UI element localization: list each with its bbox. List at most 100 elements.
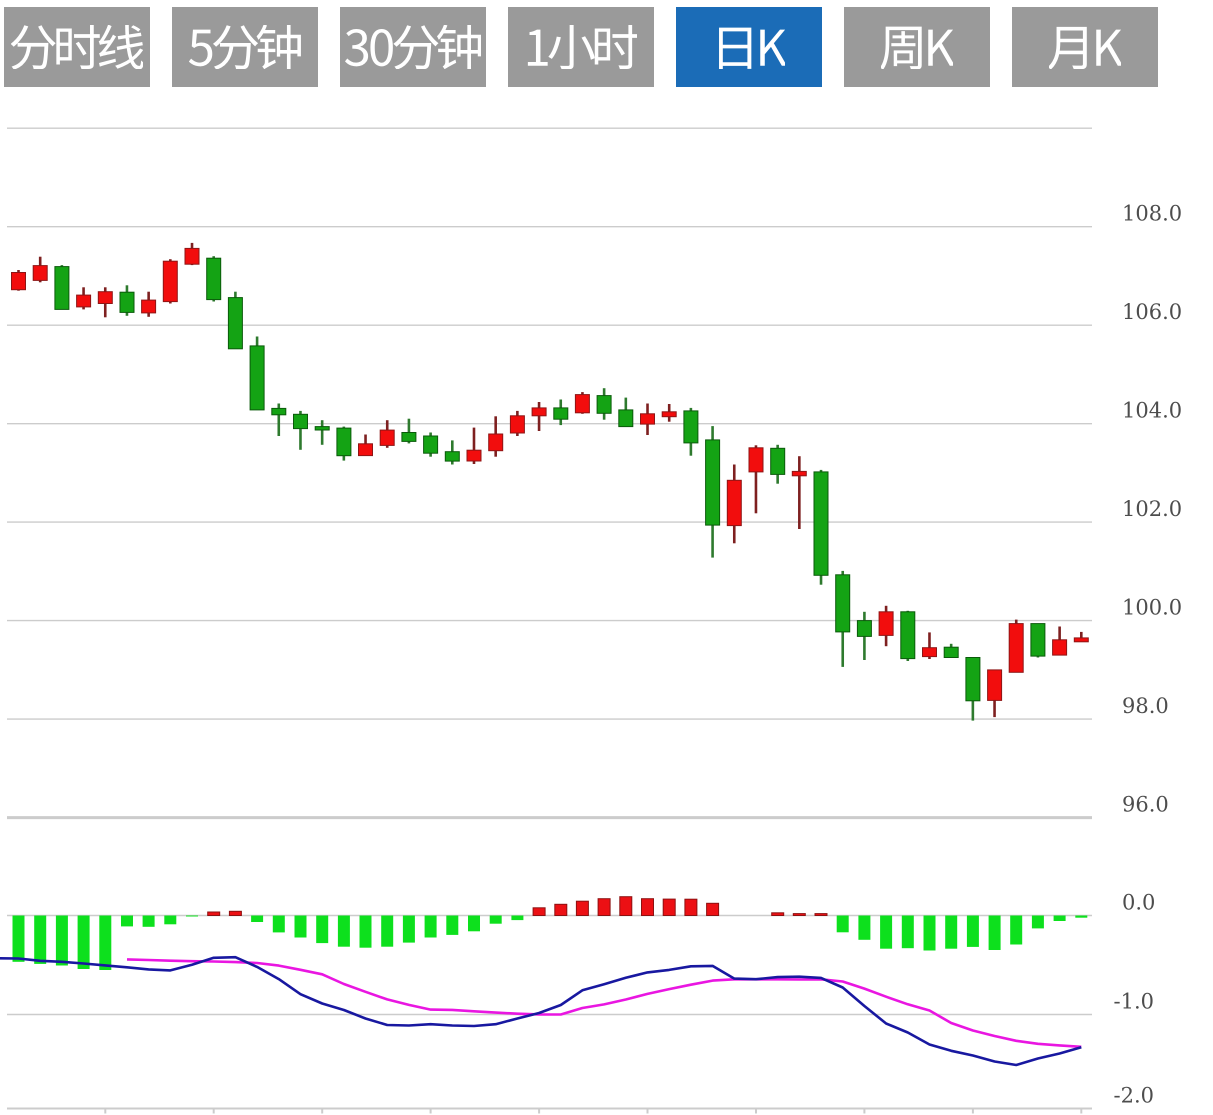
candle-body <box>271 407 287 416</box>
candle-body <box>683 410 699 444</box>
candle <box>509 410 525 436</box>
candle-body <box>1030 623 1046 657</box>
tab-timeshare[interactable] <box>4 7 150 87</box>
macd-bar-down <box>337 915 350 947</box>
candle-body <box>813 471 829 576</box>
candle-body <box>1073 637 1089 643</box>
candle-body <box>488 433 504 452</box>
macd-bar-down <box>359 915 372 948</box>
macd-bar-down <box>836 915 849 933</box>
macd-bar-up <box>641 898 654 917</box>
macd-bar-down <box>424 915 437 938</box>
candle <box>444 440 460 465</box>
candle <box>358 434 373 457</box>
candle <box>856 611 872 660</box>
macd-bar-down <box>923 915 936 951</box>
candle-body <box>141 299 157 314</box>
macd-bar-up <box>619 896 633 917</box>
candle <box>1073 631 1089 643</box>
candle <box>813 469 829 585</box>
candle <box>878 605 894 647</box>
kline-chart: 108.0 106.0 104.0 102.0 100.0 98.0 96.0 0.0 -1.0… <box>0 127 1182 1114</box>
macd-dif-line <box>0 955 1082 1067</box>
tab-monthly-k[interactable] <box>1012 7 1158 87</box>
tab-weekly-k[interactable] <box>844 7 990 87</box>
candle-body <box>76 294 92 308</box>
candle <box>271 403 287 436</box>
candle <box>423 432 439 457</box>
tab-5min[interactable] <box>172 7 318 87</box>
candle-body <box>444 451 460 462</box>
candle-body <box>401 432 417 442</box>
candle <box>835 570 851 667</box>
macd-bar-down <box>402 915 415 943</box>
tab-1hour[interactable] <box>508 7 654 87</box>
candle-body <box>705 439 721 526</box>
macd-bar-up <box>207 911 221 916</box>
candle <box>401 418 417 444</box>
candle <box>1008 619 1024 673</box>
candle-body <box>54 266 70 310</box>
candle <box>119 285 135 316</box>
candle <box>293 410 308 450</box>
macd-bar-down <box>77 915 90 969</box>
candle-body <box>423 435 439 454</box>
candle <box>683 407 699 456</box>
macd-bar-down <box>1010 915 1023 945</box>
candle-body <box>726 479 742 527</box>
axis-tick-label: 98.0 <box>1122 694 1169 718</box>
axis-tick-label: 106.0 <box>1122 300 1182 324</box>
candle-body <box>943 646 959 659</box>
candle <box>97 287 113 318</box>
candle <box>574 392 590 414</box>
candle-body <box>531 407 547 417</box>
macd-bar-up <box>706 902 720 916</box>
candle <box>249 336 265 411</box>
candle <box>596 388 612 420</box>
candle-body <box>293 413 308 430</box>
macd-bar-down <box>294 915 307 938</box>
candle <box>227 291 243 350</box>
candle <box>466 427 482 464</box>
macd-bar-down <box>381 915 394 947</box>
candle-body <box>162 260 178 303</box>
candle <box>336 426 352 461</box>
axis-tick-label: 96.0 <box>1122 793 1169 817</box>
tab-label-glyphs <box>527 25 638 69</box>
candle-body <box>835 574 851 633</box>
candle <box>11 270 26 291</box>
axis-tick-label: -2.0 <box>1114 1084 1155 1108</box>
candle <box>618 397 634 428</box>
macd-bar-down <box>966 915 979 947</box>
tab-label-glyphs <box>11 25 143 69</box>
candle-body <box>336 427 352 457</box>
candle <box>922 632 937 659</box>
candle-body <box>1008 623 1024 673</box>
candle <box>965 657 981 721</box>
macd-bar-up <box>684 898 698 917</box>
candle-body <box>32 265 48 281</box>
candle-body <box>314 426 330 431</box>
tab-label-glyphs <box>880 26 954 69</box>
macd-bar-down <box>446 915 459 935</box>
macd-bar-down <box>164 915 177 925</box>
tab-daily-k[interactable] <box>676 7 822 87</box>
candle-body <box>1052 639 1068 656</box>
macd-bar-up <box>771 912 785 916</box>
tab-label-glyphs <box>188 25 301 69</box>
candle <box>553 399 569 426</box>
candle <box>314 420 330 445</box>
candle <box>705 426 721 558</box>
tab-label-glyphs <box>1048 26 1122 69</box>
candle-body <box>856 620 872 637</box>
interval-tabbar <box>0 0 1213 94</box>
candle-body <box>922 647 937 658</box>
macd-bar-down <box>1031 915 1044 929</box>
macd-bar-down <box>1075 915 1088 918</box>
candle-body <box>640 413 655 425</box>
candle <box>987 669 1003 718</box>
candle <box>1030 623 1046 658</box>
candle-body <box>791 470 807 477</box>
tab-30min[interactable] <box>340 7 486 87</box>
candle-body <box>770 447 786 475</box>
